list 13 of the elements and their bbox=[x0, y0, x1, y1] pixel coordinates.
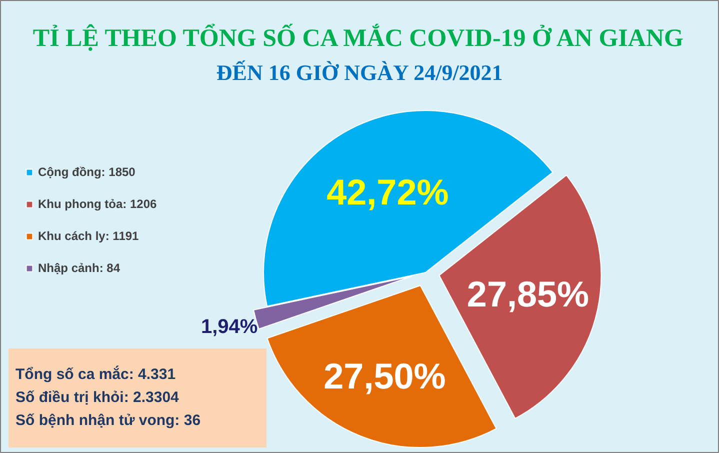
data-label: 42,72% bbox=[326, 171, 449, 212]
legend-label: Khu phong tỏa: 1206 bbox=[38, 197, 157, 211]
legend-label: Nhập cảnh: 84 bbox=[38, 261, 120, 275]
legend-label: Cộng đồng: 1850 bbox=[38, 165, 136, 179]
legend-label: Khu cách ly: 1191 bbox=[38, 229, 139, 243]
data-label: 27,50% bbox=[324, 355, 446, 396]
text: Số bệnh nhận tử vong: 36 bbox=[16, 412, 201, 429]
chart-title: TỈ LỆ THEO TỔNG SỐ CA MẮC COVID-19 Ở AN GIANG bbox=[32, 23, 684, 52]
text: Tổng số ca mắc: 4.331 bbox=[16, 365, 176, 383]
data-label: 1,94% bbox=[201, 316, 258, 338]
data-label: 27,85% bbox=[466, 274, 590, 315]
chart-subtitle: ĐẾN 16 GIỜ NGÀY 24/9/2021 bbox=[216, 60, 503, 85]
text: Số điều trị khỏi: 2.3304 bbox=[16, 389, 180, 406]
